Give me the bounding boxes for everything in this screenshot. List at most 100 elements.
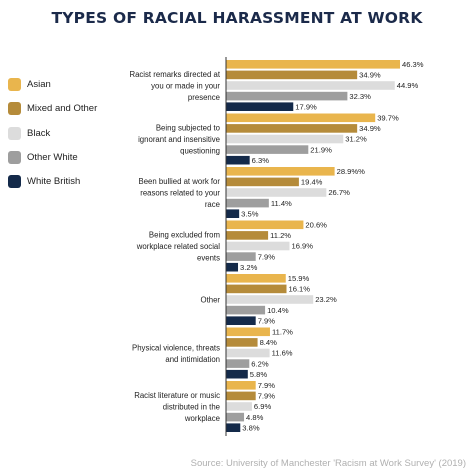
- bar-asian: [226, 60, 400, 69]
- bar-white-british: [226, 316, 256, 325]
- value-label: 4.8%: [246, 413, 264, 422]
- category-label-line: workplace related social: [136, 242, 220, 251]
- value-label: 17.9%: [295, 102, 317, 111]
- value-label: 32.3%: [349, 92, 371, 101]
- value-label: 6.2%: [251, 359, 269, 368]
- legend-item-white-british: White British: [8, 175, 80, 188]
- bars: [226, 60, 400, 432]
- value-label: 20.6%: [305, 221, 327, 230]
- value-label: 31.2%: [345, 135, 367, 144]
- category-label-line: workplace: [184, 414, 220, 423]
- source-note: Source: University of Manchester 'Racism…: [190, 458, 466, 469]
- value-label: 3.5%: [241, 209, 259, 218]
- value-label: 11.2%: [270, 231, 291, 240]
- value-label: 16.9%: [292, 242, 314, 251]
- value-label: 8.4%: [260, 338, 278, 347]
- category-label-line: Being subjected to: [156, 124, 221, 133]
- bar-mixed-and-other: [226, 338, 258, 347]
- value-label: 11.6%: [272, 349, 293, 358]
- bar-mixed-and-other: [226, 391, 256, 401]
- category-label-line: presence: [188, 93, 220, 102]
- category-label-line: events: [197, 254, 220, 263]
- category-label-line: Been bullied at work for: [139, 177, 221, 186]
- bar-black: [226, 402, 252, 411]
- category-label-line: ignorant and insensitive: [138, 135, 220, 144]
- value-label: 21.9%: [310, 145, 332, 154]
- chart-title: TYPES OF RACIAL HARASSMENT AT WORK: [51, 9, 423, 27]
- bar-white-british: [226, 423, 241, 432]
- value-label: 11.7%: [272, 328, 293, 337]
- value-label: 3.2%: [240, 263, 258, 272]
- bar-other-white: [226, 359, 250, 368]
- bar-black: [226, 295, 314, 304]
- category-label-line: distributed in the: [163, 403, 220, 412]
- category-label-line: Racist literature or music: [134, 391, 220, 400]
- value-label: 5.8%: [250, 370, 268, 379]
- bar-asian: [226, 220, 304, 230]
- legend-label-asian: Asian: [27, 79, 51, 90]
- bar-black: [226, 348, 270, 358]
- legend-item-black: Black: [8, 127, 50, 140]
- legend-label-black: Black: [27, 128, 51, 139]
- bar-other-white: [226, 412, 245, 422]
- bar-asian: [226, 113, 376, 123]
- bar-mixed-and-other: [226, 70, 358, 80]
- category-label-line: you or made in your: [151, 82, 220, 91]
- category-label-line: Being excluded from: [149, 231, 220, 240]
- bar-other-white: [226, 198, 269, 208]
- legend-item-other-white: Other White: [8, 151, 78, 164]
- bar-asian: [226, 381, 256, 390]
- category-label-line: and intimidation: [165, 355, 220, 364]
- category-label-line: Other: [201, 296, 221, 305]
- value-label: 26.7%: [328, 188, 350, 197]
- bar-asian: [226, 167, 335, 176]
- value-label: 16.1%: [289, 285, 311, 294]
- legend-swatch-white-british: [8, 175, 21, 188]
- value-label: 28.9%%: [337, 167, 366, 176]
- bar-other-white: [226, 91, 348, 101]
- bar-other-white: [226, 305, 266, 315]
- legend-label-white-british: White British: [27, 176, 81, 187]
- value-label: 7.9%: [258, 381, 276, 390]
- category-labels: Racist remarks directed at you or made in…: [129, 70, 220, 423]
- value-label: 11.4%: [271, 199, 292, 208]
- value-label: 6.9%: [254, 402, 272, 411]
- value-labels: 46.3%34.9%44.9%32.3%17.9%39.7%34.9%31.2%…: [240, 60, 424, 432]
- legend-swatch-other-white: [8, 151, 21, 164]
- value-label: 6.3%: [252, 156, 270, 165]
- legend-swatch-black: [8, 127, 21, 140]
- value-label: 34.9%: [359, 124, 381, 133]
- value-label: 10.4%: [267, 306, 289, 315]
- value-label: 7.9%: [258, 316, 276, 325]
- legend-item-mixed-and-other: Mixed and Other: [8, 102, 97, 115]
- category-label-line: Physical violence, threats: [132, 343, 220, 352]
- bar-mixed-and-other: [226, 231, 269, 240]
- value-label: 34.9%: [359, 71, 381, 80]
- value-label: 23.2%: [315, 295, 337, 304]
- bar-asian: [226, 274, 286, 283]
- bar-white-british: [226, 155, 250, 165]
- category-label-line: questioning: [180, 147, 220, 156]
- bar-black: [226, 134, 344, 144]
- value-label: 7.9%: [258, 252, 276, 261]
- value-label: 3.8%: [242, 423, 260, 432]
- bar-white-british: [226, 209, 240, 218]
- legend-label-mixed-and-other: Mixed and Other: [27, 103, 98, 114]
- category-label-line: Racist remarks directed at: [129, 70, 220, 79]
- category-label-line: race: [205, 200, 220, 209]
- category-label-line: reasons related to your: [140, 189, 220, 198]
- bar-black: [226, 241, 290, 251]
- value-label: 46.3%: [402, 60, 424, 69]
- bar-mixed-and-other: [226, 177, 299, 187]
- value-label: 7.9%: [258, 392, 276, 401]
- bar-black: [226, 81, 395, 90]
- bar-mixed-and-other: [226, 284, 287, 294]
- bar-white-british: [226, 262, 239, 272]
- bar-white-british: [226, 102, 294, 111]
- value-label: 44.9%: [397, 81, 419, 90]
- legend-swatch-asian: [8, 78, 21, 91]
- value-label: 39.7%: [377, 114, 399, 123]
- legend-item-asian: Asian: [8, 78, 51, 91]
- bar-mixed-and-other: [226, 124, 358, 133]
